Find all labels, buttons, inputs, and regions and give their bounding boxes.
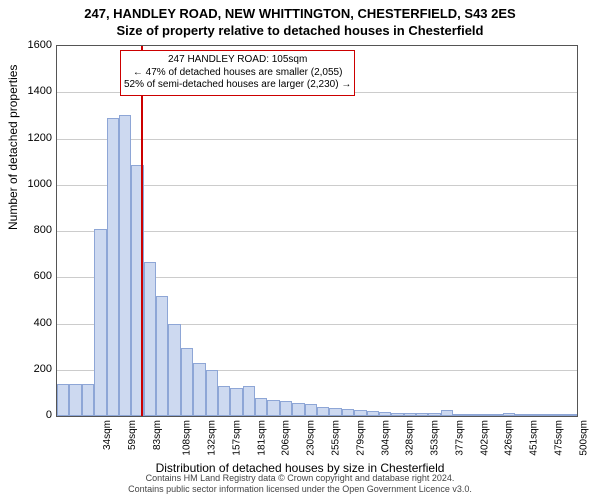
footer-line1: Contains HM Land Registry data © Crown c… (146, 473, 455, 483)
histogram-bar (82, 384, 94, 416)
histogram-bar (107, 118, 119, 416)
x-tick-label: 83sqm (152, 420, 163, 450)
x-tick-label: 304sqm (380, 420, 391, 456)
annotation-line2: ← 47% of detached houses are smaller (2,… (133, 67, 343, 78)
histogram-bar (540, 414, 552, 416)
histogram-bar (515, 414, 527, 416)
chart-title-line1: 247, HANDLEY ROAD, NEW WHITTINGTON, CHES… (0, 6, 600, 21)
x-tick-label: 328sqm (405, 420, 416, 456)
histogram-bar (119, 115, 131, 416)
gridline (57, 139, 577, 140)
plot-area (56, 45, 578, 417)
histogram-bar (193, 363, 205, 416)
y-tick-label: 200 (2, 363, 52, 375)
histogram-bar (206, 370, 218, 416)
histogram-bar (354, 410, 366, 416)
histogram-bar (305, 404, 317, 416)
footer: Contains HM Land Registry data © Crown c… (0, 473, 600, 495)
histogram-bar (156, 296, 168, 416)
x-tick-label: 475sqm (553, 420, 564, 456)
y-tick-label: 600 (2, 270, 52, 282)
y-tick-label: 1400 (2, 85, 52, 97)
histogram-bar (230, 388, 242, 416)
histogram-bar (342, 409, 354, 416)
x-tick-label: 181sqm (256, 420, 267, 456)
histogram-bar (416, 413, 428, 416)
histogram-bar (503, 413, 515, 416)
histogram-bar (69, 384, 81, 416)
annotation-line3: 52% of semi-detached houses are larger (… (124, 79, 351, 90)
histogram-bar (466, 414, 478, 416)
histogram-bar (552, 414, 564, 416)
x-tick-label: 59sqm (127, 420, 138, 450)
x-tick-label: 377sqm (454, 420, 465, 456)
x-tick-label: 353sqm (430, 420, 441, 456)
y-tick-label: 1200 (2, 132, 52, 144)
histogram-bar (379, 412, 391, 416)
y-tick-label: 1600 (2, 39, 52, 51)
histogram-bar (144, 262, 156, 416)
histogram-bar (94, 229, 106, 416)
histogram-bar (267, 400, 279, 416)
x-tick-label: 206sqm (281, 420, 292, 456)
footer-line2: Contains public sector information licen… (128, 484, 472, 494)
histogram-bar (280, 401, 292, 416)
x-tick-label: 402sqm (479, 420, 490, 456)
histogram-bar (478, 414, 490, 416)
histogram-bar (168, 324, 180, 417)
x-tick-label: 451sqm (529, 420, 540, 456)
histogram-bar (218, 386, 230, 416)
histogram-bar (428, 413, 440, 416)
x-tick-label: 426sqm (504, 420, 515, 456)
histogram-bar (317, 407, 329, 416)
histogram-bar (453, 414, 465, 416)
histogram-bar (367, 411, 379, 416)
histogram-bar (181, 348, 193, 416)
histogram-bar (490, 414, 502, 416)
annotation-line1: 247 HANDLEY ROAD: 105sqm (168, 54, 307, 65)
annotation-box: 247 HANDLEY ROAD: 105sqm ← 47% of detache… (120, 50, 355, 96)
histogram-bar (329, 408, 341, 416)
y-tick-label: 1000 (2, 178, 52, 190)
x-tick-label: 108sqm (182, 420, 193, 456)
reference-line (141, 46, 143, 416)
histogram-bar (243, 386, 255, 416)
histogram-bar (57, 384, 69, 416)
y-tick-label: 0 (2, 409, 52, 421)
x-tick-label: 255sqm (331, 420, 342, 456)
histogram-bar (565, 414, 577, 416)
histogram-bar (292, 403, 304, 416)
x-tick-label: 279sqm (355, 420, 366, 456)
histogram-bar (391, 413, 403, 416)
y-tick-label: 800 (2, 224, 52, 236)
histogram-bar (527, 414, 539, 416)
x-tick-label: 34sqm (102, 420, 113, 450)
histogram-bar (255, 398, 267, 417)
x-tick-label: 157sqm (232, 420, 243, 456)
y-tick-label: 400 (2, 317, 52, 329)
x-tick-label: 230sqm (306, 420, 317, 456)
chart-title-line2: Size of property relative to detached ho… (0, 23, 600, 38)
histogram-bar (404, 413, 416, 416)
x-tick-label: 132sqm (207, 420, 218, 456)
x-tick-label: 500sqm (578, 420, 589, 456)
histogram-bar (441, 410, 453, 416)
